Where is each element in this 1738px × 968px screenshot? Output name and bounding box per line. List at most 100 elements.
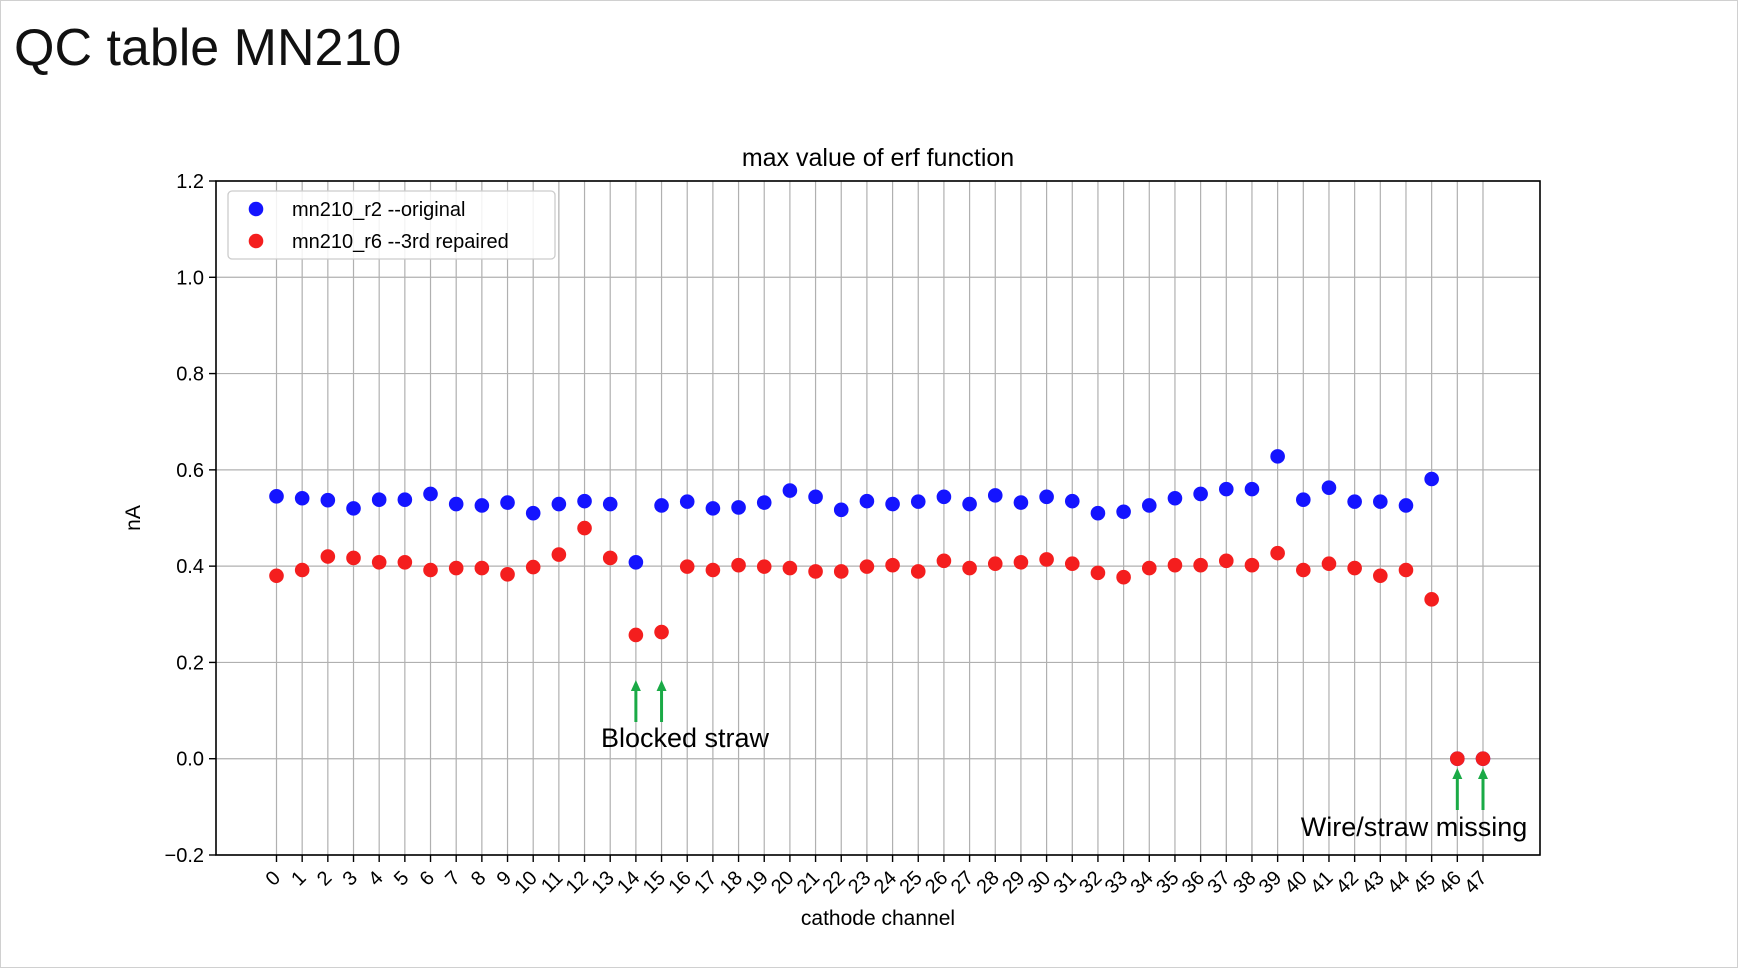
data-point: [756, 495, 772, 510]
data-point: [962, 496, 977, 512]
data-point: [577, 520, 592, 536]
data-point: [1039, 489, 1054, 505]
data-point: [500, 567, 515, 582]
data-point: [397, 554, 413, 570]
annotation-arrow-head: [656, 680, 667, 691]
data-point: [1244, 557, 1260, 573]
data-point: [1373, 494, 1388, 509]
x-tick-label: 4: [364, 867, 387, 890]
data-point: [1141, 498, 1157, 513]
data-point: [962, 560, 977, 576]
y-tick-label: 1.0: [176, 267, 204, 289]
data-point: [885, 496, 900, 512]
data-point: [987, 488, 1003, 503]
data-point: [346, 501, 361, 516]
data-point: [679, 494, 695, 509]
data-point: [269, 568, 284, 584]
data-point: [859, 559, 875, 574]
data-point: [1064, 493, 1080, 509]
data-point: [397, 492, 413, 508]
legend-marker: [248, 233, 264, 249]
data-point: [654, 624, 669, 640]
data-point: [1321, 556, 1337, 572]
y-tick-label: 0.0: [176, 749, 204, 771]
data-point: [551, 496, 567, 512]
data-point: [1141, 560, 1157, 576]
data-point: [294, 490, 310, 506]
legend-box: [227, 190, 556, 260]
data-point: [1013, 495, 1029, 510]
data-point: [628, 554, 644, 570]
data-point: [474, 498, 490, 513]
data-point: [1167, 557, 1183, 573]
data-point: [1090, 505, 1106, 521]
data-point: [833, 502, 849, 518]
y-tick-label: −0.2: [165, 845, 204, 867]
data-point: [859, 493, 875, 509]
data-point: [731, 557, 746, 573]
data-point: [346, 550, 361, 566]
data-point: [1167, 490, 1183, 506]
data-point: [1450, 751, 1465, 767]
x-tick-label: 6: [416, 867, 439, 890]
data-point: [500, 495, 515, 510]
x-tick-label: 8: [467, 867, 490, 890]
annotation-arrow-head: [1477, 768, 1488, 779]
data-point: [1347, 560, 1362, 576]
data-point: [936, 489, 952, 505]
data-point: [371, 554, 387, 570]
data-point: [423, 486, 438, 502]
data-point: [1296, 492, 1311, 508]
data-point: [1424, 471, 1439, 487]
legend-label: mn210_r2 --original: [292, 199, 465, 221]
data-point: [833, 564, 849, 579]
chart-title: max value of erf function: [742, 144, 1014, 172]
annotation-wire-straw-missing: Wire/straw missing: [1301, 812, 1528, 842]
data-point: [1039, 552, 1054, 567]
data-point: [1424, 592, 1439, 607]
data-point: [808, 489, 823, 505]
data-point: [448, 496, 464, 512]
y-axis-label: nA: [122, 505, 145, 531]
data-point: [577, 493, 592, 509]
data-point: [602, 550, 618, 566]
data-point: [756, 559, 772, 574]
data-point: [1321, 480, 1337, 495]
x-tick-label: 2: [313, 867, 336, 890]
data-point: [936, 553, 952, 569]
data-point: [705, 562, 721, 578]
data-point: [1398, 562, 1414, 578]
slide-title: QC table MN210: [14, 19, 402, 77]
data-point: [1218, 553, 1234, 569]
data-point: [1193, 557, 1208, 573]
y-tick-label: 0.8: [176, 364, 204, 386]
data-point: [474, 560, 490, 576]
data-point: [1373, 568, 1388, 584]
data-point: [269, 489, 284, 504]
data-point: [448, 560, 464, 576]
data-point: [525, 559, 541, 575]
data-point: [1270, 545, 1285, 561]
data-point: [1347, 494, 1362, 509]
data-point: [1218, 481, 1234, 497]
x-tick-label: 3: [339, 867, 362, 890]
legend-marker: [248, 201, 264, 217]
data-point: [1116, 569, 1131, 585]
data-point: [1475, 751, 1491, 767]
data-point: [1116, 504, 1131, 520]
y-tick-label: 0.4: [176, 556, 204, 578]
data-point: [551, 547, 567, 562]
legend-label: mn210_r6 --3rd repaired: [292, 231, 509, 253]
y-tick-label: 0.6: [176, 460, 204, 482]
data-point: [1013, 554, 1029, 570]
data-point: [987, 556, 1003, 572]
data-point: [423, 562, 438, 578]
data-point: [731, 500, 746, 515]
data-point: [525, 505, 541, 521]
data-point: [885, 557, 900, 573]
data-point: [1296, 562, 1311, 578]
x-tick-label: 1: [287, 867, 310, 890]
annotation-arrow-head: [1452, 768, 1463, 779]
data-point: [1398, 498, 1414, 513]
